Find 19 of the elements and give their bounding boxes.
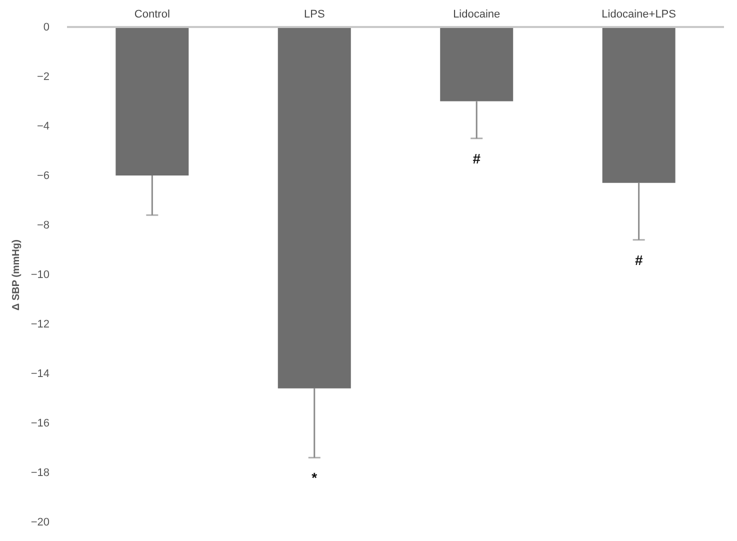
y-tick-label: −14 xyxy=(30,368,50,380)
x-tick-label: LPS xyxy=(304,8,325,20)
y-tick-label: −8 xyxy=(36,220,50,232)
x-tick-label: Lidocaine xyxy=(453,8,500,20)
annotation: * xyxy=(312,470,318,486)
y-axis-title: Δ SBP (mmHg) xyxy=(10,240,22,310)
y-tick-label: −2 xyxy=(36,71,50,83)
y-tick-label: −12 xyxy=(30,318,50,330)
x-tick-label: Lidocaine+LPS xyxy=(602,8,676,20)
x-tick-label: Control xyxy=(134,8,170,20)
y-tick-label: −18 xyxy=(30,467,50,479)
annotation: # xyxy=(472,150,481,166)
y-tick-label: −4 xyxy=(36,120,50,132)
annotation: # xyxy=(634,252,643,268)
y-tick-label: −20 xyxy=(30,516,50,528)
y-tick-label: −10 xyxy=(30,269,50,281)
y-tick-label: −16 xyxy=(30,418,50,430)
y-tick-label: 0 xyxy=(43,22,50,34)
y-tick-label: −6 xyxy=(36,170,50,182)
